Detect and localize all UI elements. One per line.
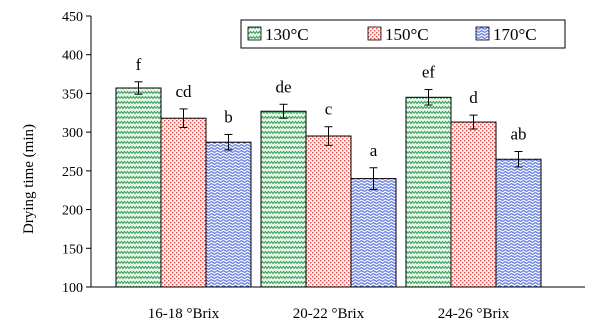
bar [405,96,452,288]
legend-swatch-150 [367,26,382,41]
legend-swatch-170 [475,26,490,41]
significance-label: d [469,88,478,107]
legend-label-150: 150°C [385,25,429,44]
legend-label-170: 170°C [493,25,537,44]
significance-label: b [224,107,233,126]
category-labels: 16-18 °Brix 20-22 °Brix 24-26 °Brix [148,306,510,322]
y-tick-label: 400 [62,49,83,64]
legend-swatch-130 [247,26,262,41]
category-label: 16-18 °Brix [148,306,220,322]
significance-label: ab [510,125,526,144]
significance-label: a [370,141,378,160]
y-tick-label: 250 [62,165,83,180]
y-tick-label: 300 [62,126,83,141]
y-tick-label: 100 [62,281,83,296]
legend-label-130: 130°C [265,25,309,44]
y-axis-label: Drying time (min) [21,124,37,234]
significance-label: f [136,55,142,74]
significance-label: de [275,77,291,96]
bar [260,110,307,288]
bar [350,178,397,288]
bar [495,158,542,288]
bars: f cd b de c a ef d ab [115,55,542,288]
significance-label: ef [422,63,436,82]
category-label: 24-26 °Brix [438,306,510,322]
bar [160,117,207,288]
category-label: 20-22 °Brix [293,306,365,322]
legend: 130°C 150°C 170°C [240,19,566,49]
bar [115,87,162,288]
y-tick-label: 350 [62,87,83,102]
legend-box [240,19,566,49]
y-tick-label: 450 [62,10,83,25]
significance-label: c [325,100,333,119]
bar [205,141,252,288]
y-tick-label: 200 [62,204,83,219]
y-tick-label: 150 [62,242,83,257]
significance-label: cd [175,82,192,101]
bar [450,121,497,288]
bar [305,135,352,288]
